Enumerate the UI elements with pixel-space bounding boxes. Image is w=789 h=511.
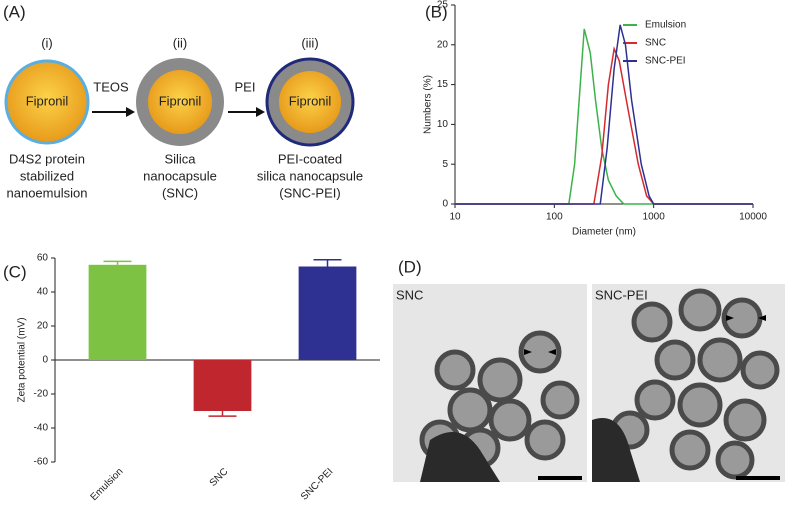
x-tick-label: SNC-PEI: [299, 466, 335, 502]
y-tick-label: 5: [442, 159, 448, 170]
step-numeral: (i): [41, 35, 53, 50]
core-label: Fipronil: [26, 93, 69, 108]
x-axis-title: Diameter (nm): [572, 227, 636, 238]
core: [279, 71, 341, 133]
panel-label: (B): [425, 2, 448, 21]
line: [455, 24, 753, 205]
legend-label: SNC: [645, 38, 666, 49]
error-bar: [103, 260, 132, 265]
x-tick-label: 100: [546, 212, 563, 223]
y-tick-label: 25: [437, 0, 449, 11]
caption-line: nanocapsule: [143, 168, 217, 183]
caption-line: silica nanocapsule: [257, 168, 363, 183]
y-tick-label: -20: [34, 389, 49, 400]
error-bar: [313, 258, 342, 267]
core: [148, 70, 212, 134]
step-numeral: (ii): [173, 35, 187, 50]
y-tick-label: 0: [42, 355, 48, 366]
caption-line: D4S2 protein: [9, 151, 85, 166]
y-tick-label: 0: [442, 199, 448, 210]
x-tick-label: Emulsion: [89, 466, 126, 503]
caption-line: PEI-coated: [278, 151, 342, 166]
y-tick-label: 20: [437, 39, 449, 50]
step-numeral: (iii): [301, 35, 318, 50]
caption-line: (SNC-PEI): [279, 185, 340, 200]
legend-label: Emulsion: [645, 20, 686, 31]
core-label: Fipronil: [159, 93, 202, 108]
arrow-label: PEI: [235, 79, 256, 94]
legend-label: SNC-PEI: [645, 56, 686, 67]
bar: [298, 266, 357, 360]
core-label: Fipronil: [289, 93, 332, 108]
y-tick-label: 40: [37, 287, 49, 298]
bar: [193, 360, 252, 411]
x-tick-label: 1000: [643, 212, 666, 223]
y-tick-label: -40: [34, 423, 49, 434]
x-tick-label: SNC: [208, 466, 231, 489]
panel-label: (A): [3, 2, 26, 21]
arrow-head: [256, 107, 265, 117]
line: [455, 28, 753, 205]
y-tick-label: 10: [437, 119, 449, 130]
line: [455, 46, 753, 205]
caption-line: (SNC): [162, 185, 198, 200]
y-axis-title: Numbers (%): [423, 75, 434, 134]
caption-line: nanoemulsion: [7, 185, 88, 200]
caption-line: stabilized: [20, 168, 74, 183]
image-label: SNC-PEI: [595, 287, 648, 302]
x-tick-label: 10: [449, 212, 461, 223]
panel-label: (C): [3, 262, 27, 281]
image-label: SNC: [396, 287, 423, 302]
y-axis-title: Zeta potential (mV): [17, 317, 28, 402]
arrow-head: [126, 107, 135, 117]
emulsion-droplet: [4, 59, 90, 145]
x-tick-label: 10000: [739, 212, 767, 223]
y-tick-label: 15: [437, 79, 449, 90]
y-tick-label: 20: [37, 321, 49, 332]
caption-line: Silica: [164, 151, 196, 166]
arrow-label: TEOS: [93, 79, 129, 94]
error-bar: [208, 411, 237, 417]
bar: [88, 264, 147, 360]
panel-label: (D): [398, 257, 422, 276]
y-tick-label: 60: [37, 253, 49, 264]
tem-image: [592, 284, 785, 482]
tem-image: [393, 284, 587, 482]
y-tick-label: -60: [34, 457, 49, 468]
